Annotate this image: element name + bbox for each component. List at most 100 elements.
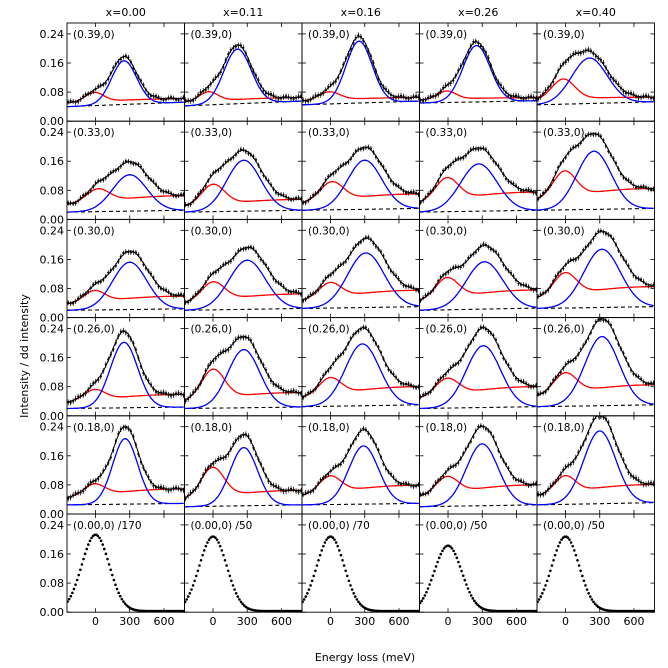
data-point [482,326,485,329]
panel: (0.30,0) [184,218,303,319]
data-point [417,289,420,293]
elastic-point [320,549,324,552]
data-point [212,171,215,174]
data-point [564,156,567,159]
data-point [652,97,655,100]
data-point [337,76,340,79]
data-point [389,473,393,476]
data-point [522,380,525,383]
data-point [429,95,432,98]
data-point [162,98,165,102]
elastic-point [353,595,357,598]
data-point [277,281,280,284]
elastic-point [577,564,581,567]
data-point [632,476,635,479]
peak-fit-line [67,188,184,206]
data-point [589,331,592,334]
data-point [617,249,620,252]
elastic-point [222,553,225,557]
data-point [67,401,70,404]
data-point [569,148,572,151]
data-point [394,96,398,99]
data-point [272,277,275,280]
data-point [559,371,562,374]
peak-fit-line [184,183,302,207]
data-point [384,260,388,263]
data-point [192,295,195,298]
panel-label: (0.30,0) [426,225,468,237]
data-point [164,392,168,395]
data-point [522,480,525,484]
data-point [549,84,552,87]
peak-fit-line [419,377,537,399]
data-point [269,379,273,382]
data-point [469,254,472,257]
data-point [532,191,535,194]
data-point [334,268,337,271]
data-point [442,86,445,89]
data-point [552,80,555,83]
data-point [457,157,460,160]
elastic-point [441,549,444,553]
data-point [244,336,247,339]
data-point [374,342,378,345]
data-point [187,203,190,207]
data-point [557,477,560,480]
data-point [277,97,280,100]
data-point [219,351,222,354]
x-tick-label: 600 [506,615,527,628]
elastic-point [69,594,73,598]
panel: 0.000.080.160.24 (0.39,0) [40,22,185,128]
data-point [277,486,280,489]
data-point [577,451,580,454]
data-point [234,252,237,256]
data-point [269,272,273,276]
data-point [504,360,508,363]
elastic-point [436,560,439,564]
data-point [194,487,197,491]
panel-label: (0.33,0) [73,127,115,139]
elastic-point [72,587,76,591]
data-point [402,284,405,287]
data-point [124,250,127,253]
data-point [369,436,373,439]
data-point [342,460,345,463]
elastic-point [568,538,571,541]
data-point [332,362,335,365]
data-point [469,148,472,151]
data-point [607,233,610,236]
data-point [624,465,628,468]
elastic-point [357,600,360,604]
data-point [567,464,570,467]
x-tick-label: 300 [237,615,258,628]
data-point [72,202,75,205]
data-point [459,457,462,460]
elastic-point [99,539,103,543]
data-point [319,188,322,191]
data-point [124,54,127,57]
data-point [614,243,618,246]
data-point [472,147,475,150]
data-point [152,180,155,183]
total-fit-line [419,41,537,101]
data-point [497,81,500,84]
data-point [199,289,202,292]
panel: 0 300 600(0.00,0) /50 [419,513,538,628]
data-point [334,358,337,361]
data-point [97,378,100,381]
data-point [332,466,335,469]
data-point [149,178,153,181]
data-point [647,95,650,98]
data-point [482,425,485,429]
data-point [282,389,285,392]
data-point [94,181,97,184]
data-point [347,52,350,55]
elastic-point [202,549,206,552]
data-point [499,84,503,87]
elastic-point [474,601,478,605]
data-point [614,80,618,83]
data-point [457,461,460,465]
data-point [589,133,592,136]
data-point [112,448,115,452]
data-point [72,100,75,103]
